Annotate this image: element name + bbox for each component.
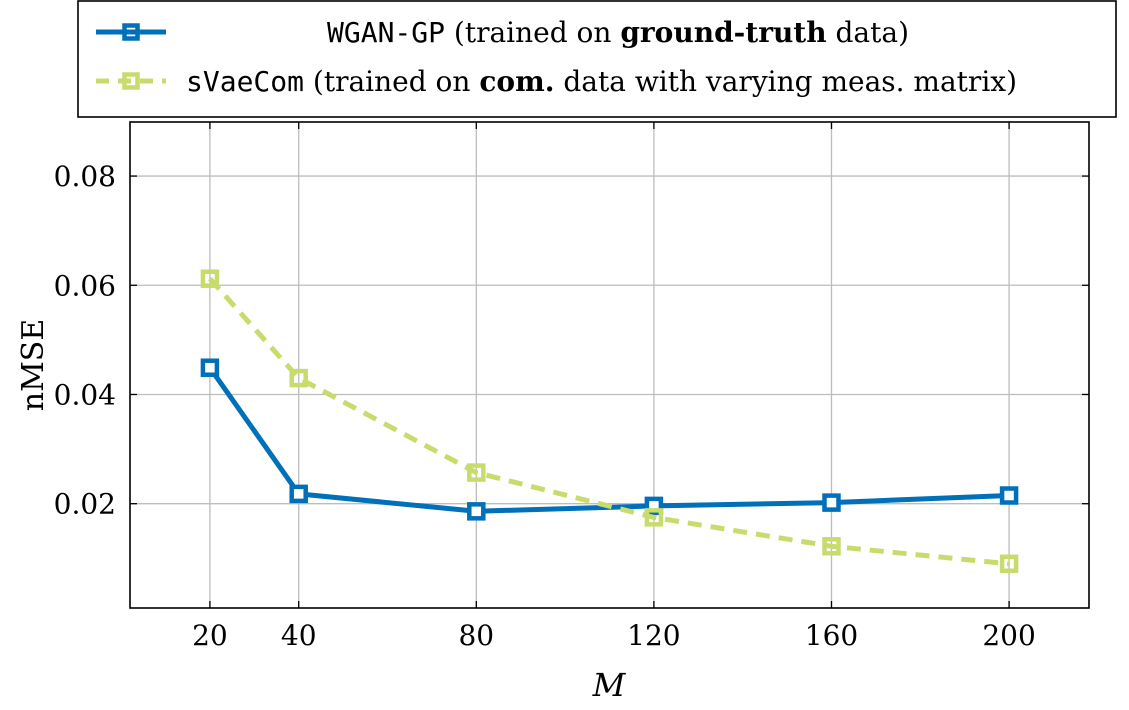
x-tick-label: 200: [982, 619, 1035, 652]
x-tick-label: 40: [281, 619, 317, 652]
legend-label-wgan-gp: WGAN-GP (trained on ground-truth data): [327, 16, 909, 49]
x-tick-label: 20: [192, 619, 228, 652]
y-tick-label: 0.06: [54, 269, 116, 302]
x-axis-label: M: [592, 666, 627, 704]
data-point-wgan-gp: [467, 502, 486, 521]
legend-text: data): [827, 16, 909, 49]
data-point-svaecom: [822, 537, 841, 556]
legend-entry-svaecom: sVaeCom (trained on com. data with varyi…: [96, 65, 1017, 98]
series-line-svaecom: [208, 277, 1010, 567]
plot-frame: [129, 121, 1090, 609]
y-tick-label: 0.08: [54, 160, 116, 193]
grid: [130, 122, 1089, 608]
data-point-wgan-gp: [822, 493, 841, 512]
x-tick-label: 120: [627, 619, 680, 652]
legend: WGAN-GP (trained on ground-truth data) s…: [77, 0, 1117, 118]
data-point-wgan-gp: [999, 486, 1019, 505]
legend-marker-wgan-gp: [122, 23, 140, 41]
data-point-wgan-gp: [289, 484, 308, 504]
legend-text: (trained on: [445, 16, 620, 49]
legend-bold-text: ground-truth: [620, 16, 826, 49]
legend-series-name: sVaeCom: [186, 65, 304, 98]
data-point-svaecom: [644, 508, 664, 527]
legend-bold-text: com.: [479, 65, 554, 98]
y-axis-label: nMSE: [16, 319, 51, 412]
legend-box: [77, 0, 1117, 118]
legend-label-svaecom: sVaeCom (trained on com. data with varyi…: [186, 65, 1017, 98]
series-line-wgan-gp: [207, 366, 1010, 514]
x-tick-label: 160: [805, 619, 858, 652]
plot-area: [200, 269, 1019, 574]
data-point-svaecom: [999, 554, 1019, 574]
legend-text: data with varying meas. matrix): [554, 65, 1017, 98]
data-point-svaecom: [467, 463, 486, 482]
legend-text: (trained on: [304, 65, 479, 98]
legend-marker-svaecom: [122, 72, 140, 90]
y-tick-label: 0.04: [54, 378, 116, 411]
data-point-svaecom: [200, 269, 220, 288]
data-point-wgan-gp: [200, 358, 220, 377]
x-tick-label: 80: [458, 619, 494, 652]
series-svaecom: [200, 269, 1019, 574]
y-tick-label: 0.02: [54, 488, 116, 521]
legend-entry-wgan-gp: WGAN-GP (trained on ground-truth data): [96, 16, 909, 49]
series-wgan-gp: [200, 358, 1019, 521]
data-point-svaecom: [289, 368, 308, 388]
legend-series-name: WGAN-GP: [327, 16, 445, 49]
axis-ticks: 20 40 80 120 160 200 0.02 0.04 0.06 0.08: [54, 122, 1089, 652]
